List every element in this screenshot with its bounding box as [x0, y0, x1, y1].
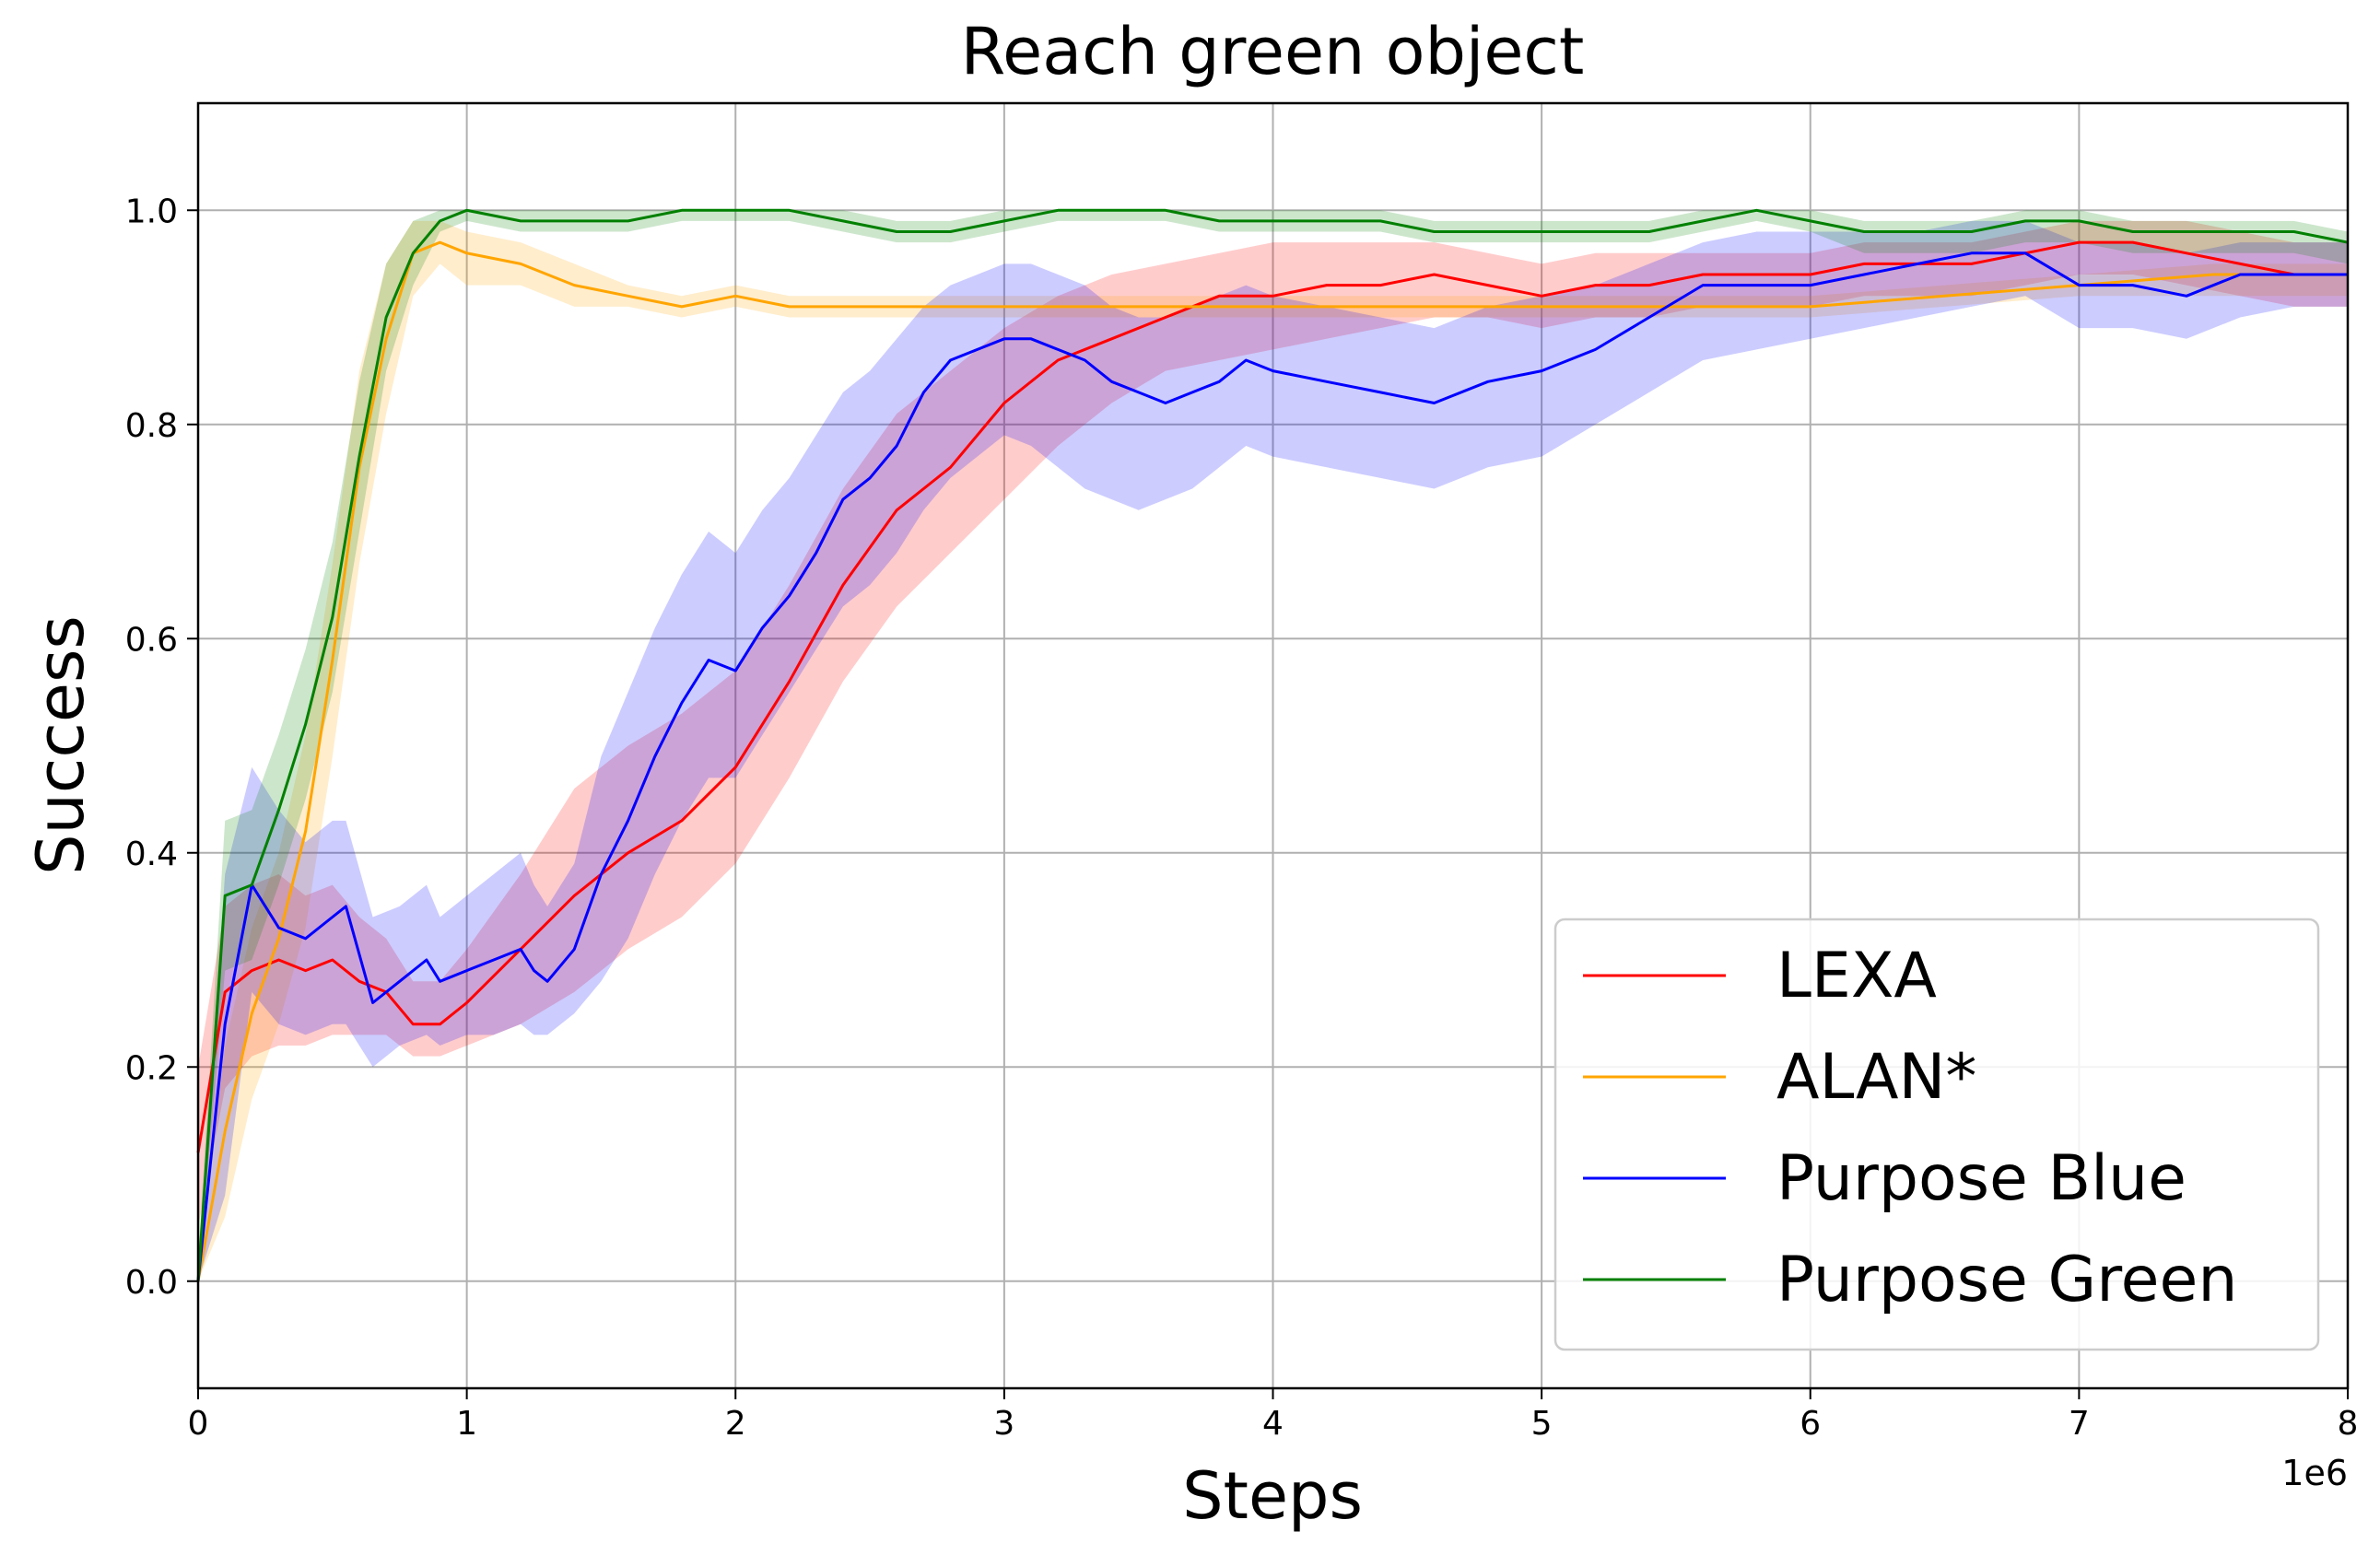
y-tick-label: 0.4	[125, 836, 178, 873]
x-offset-label: 1e6	[2281, 1453, 2348, 1493]
x-tick-label: 4	[1262, 1405, 1284, 1443]
band-purpose-blue	[198, 220, 2348, 1281]
line-purpose-blue	[196, 251, 2348, 1281]
line-alan	[196, 240, 2348, 1282]
line-lexa	[196, 240, 2348, 1153]
y-tick-label: 0.0	[125, 1264, 178, 1302]
line-purpose-green	[196, 208, 2349, 1281]
x-tick-label: 7	[2069, 1405, 2090, 1443]
legend-label-purpose-green: Purpose Green	[1776, 1244, 2237, 1316]
axis-ticks: 0 1 2 3 4 5 6 7 8 0.0 0.2 0.4 0.6 0.8 1.0	[125, 193, 2359, 1443]
legend-label-alan: ALAN*	[1776, 1041, 1976, 1114]
series-lines	[196, 208, 2349, 1282]
legend-label-lexa: LEXA	[1776, 940, 1937, 1012]
y-tick-label: 1.0	[125, 193, 178, 230]
x-tick-label: 0	[188, 1405, 209, 1443]
x-tick-label: 2	[725, 1405, 746, 1443]
chart-title: Reach green object	[961, 14, 1585, 89]
x-tick-label: 5	[1531, 1405, 1553, 1443]
legend-box	[1553, 918, 2320, 1351]
legend-label-purpose-blue: Purpose Blue	[1776, 1142, 2187, 1215]
confidence-bands	[198, 210, 2348, 1281]
legend: LEXA ALAN* Purpose Blue Purpose Green	[1553, 918, 2320, 1351]
y-tick-label: 0.8	[125, 407, 178, 445]
x-tick-label: 6	[1800, 1405, 1821, 1443]
x-axis-label: Steps	[1182, 1458, 1363, 1534]
x-tick-label: 1	[456, 1405, 477, 1443]
x-tick-label: 3	[993, 1405, 1014, 1443]
x-tick-label: 8	[2338, 1405, 2359, 1443]
y-axis-label: Success	[23, 615, 99, 875]
y-tick-label: 0.6	[125, 621, 178, 659]
y-tick-label: 0.2	[125, 1049, 178, 1087]
